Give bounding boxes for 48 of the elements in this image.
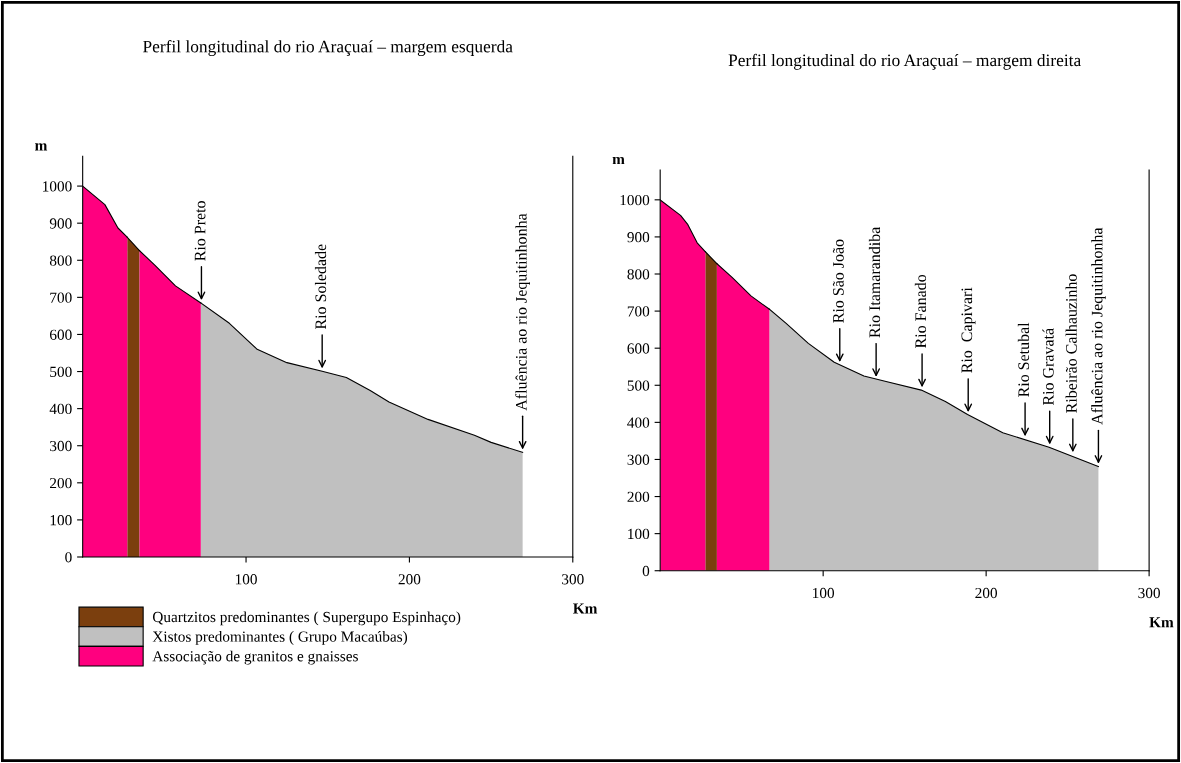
annotation: Rio Soledade — [314, 244, 327, 330]
legend-label: Associação de granitos e gnaisses — [152, 650, 358, 665]
annotation: Rio São João — [832, 239, 844, 323]
y-tick-label: 800 — [49, 255, 72, 266]
x-tick-label: 200 — [398, 574, 421, 585]
annotation: Rio Fanado — [914, 274, 927, 348]
y-tick-label: 900 — [49, 218, 72, 229]
y-tick-label: 1000 — [620, 194, 650, 206]
x-axis-title: Km — [1149, 617, 1174, 628]
y-tick-label: 200 — [50, 477, 72, 489]
y-tick-label: 900 — [627, 232, 650, 243]
annotation: Afluência ao rio Jequitinhonha — [1091, 227, 1106, 425]
x-tick-label: 300 — [1138, 587, 1160, 599]
x-tick-label: 300 — [562, 574, 584, 585]
legend-label: Quartzitos predominantes ( Supergupo Espinhaço) — [152, 611, 461, 626]
legend-label: Xistos predominantes ( Grupo Macaúbas) — [152, 630, 408, 645]
y-tick-label: 600 — [627, 343, 650, 354]
annotation: Rio Setubal — [1017, 322, 1030, 397]
y-tick-label: 700 — [627, 306, 650, 317]
y-tick-label: 100 — [50, 515, 72, 526]
y-tick-label: 200 — [627, 491, 650, 502]
y-tick-label: 400 — [49, 403, 72, 415]
chart-title: Perfil longitudinal do rio Araçuaí – margem esquerda — [143, 40, 513, 56]
y-tick-label: 600 — [49, 329, 72, 340]
y-tick-label: 400 — [627, 417, 650, 428]
y-tick-label: 800 — [627, 269, 650, 280]
y-tick-label: 0 — [65, 552, 72, 563]
y-tick-label: 100 — [628, 528, 650, 540]
y-tick-label: 0 — [642, 565, 650, 577]
annotation: Afluência ao rio Jequitinhonha — [515, 213, 530, 411]
x-tick-label: 100 — [813, 587, 835, 599]
y-tick-label: 1000 — [43, 181, 72, 192]
annotation: Rio Preto — [194, 201, 206, 261]
x-tick-label: 100 — [235, 574, 257, 585]
annotation: Rio Itamarandiba — [868, 226, 881, 338]
y-tick-label: 700 — [50, 292, 72, 303]
y-tick-label: 300 — [627, 454, 650, 465]
x-axis-title: Km — [573, 603, 598, 614]
y-tick-label: 500 — [627, 380, 650, 391]
y-axis-title: m — [35, 143, 48, 151]
annotation: Rio Gravatá — [1042, 328, 1054, 406]
y-tick-label: 500 — [50, 366, 72, 377]
annotation: Rio Capivari — [961, 287, 976, 373]
y-axis-title: m — [612, 156, 625, 165]
annotation: Ribeirão Calhauzinho — [1065, 274, 1077, 413]
chart-title: Perfil longitudinal do rio Araçuaí – margem direita — [728, 53, 1081, 70]
y-tick-label: 300 — [50, 440, 72, 452]
x-tick-label: 200 — [975, 587, 998, 599]
